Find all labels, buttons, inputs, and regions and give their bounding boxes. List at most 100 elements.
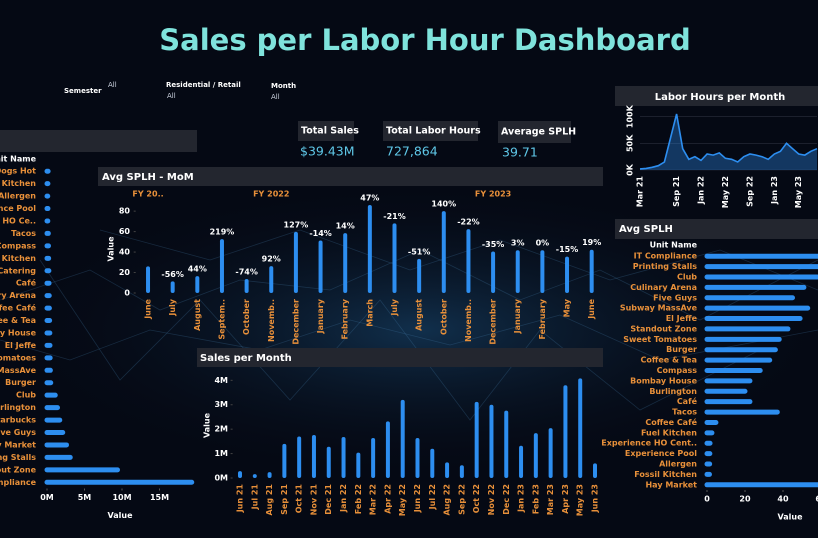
bar xyxy=(44,442,69,448)
x-tick-label: February xyxy=(341,298,350,339)
bar xyxy=(704,419,719,425)
x-tick-label: May 23 xyxy=(576,484,585,516)
y-tick-label: 3M xyxy=(214,400,228,409)
bar xyxy=(282,443,287,478)
group-label: FY 2022 xyxy=(253,190,289,199)
x-tick-label: January xyxy=(513,298,522,334)
y-tick-label: 40 xyxy=(119,248,131,257)
x-tick-label: 60 xyxy=(815,495,818,504)
bar xyxy=(44,367,53,373)
bar xyxy=(367,205,372,293)
x-tick-label: March xyxy=(365,299,374,327)
bar xyxy=(44,392,58,398)
x-tick-label: February xyxy=(538,298,547,339)
filter-value[interactable]: All xyxy=(108,81,117,89)
bar-annotation: 140% xyxy=(431,200,456,209)
bar xyxy=(704,482,818,488)
category-label: Bombay House xyxy=(630,376,697,385)
category-label: Café xyxy=(16,278,37,288)
bar-annotation: -15% xyxy=(556,245,578,254)
bar xyxy=(704,264,818,270)
x-tick-label: 0 xyxy=(704,495,710,504)
bar xyxy=(244,278,249,293)
filter-label[interactable]: Semester xyxy=(64,87,102,95)
x-tick-label: Jun 22 xyxy=(413,484,422,513)
x-axis-title: Value xyxy=(107,511,133,520)
filter-value[interactable]: All xyxy=(167,92,176,100)
x-tick-label: Nov 21 xyxy=(309,484,318,516)
y-tick-label: 4M xyxy=(214,376,228,385)
bar xyxy=(170,281,175,293)
x-tick-label: June xyxy=(587,298,596,319)
bar xyxy=(44,417,63,423)
x-tick-label: Nov 22 xyxy=(487,484,496,515)
category-label: Burlington xyxy=(649,387,697,396)
bar xyxy=(44,255,52,261)
category-label: Fuel Kitchen xyxy=(641,428,697,437)
bar xyxy=(704,368,763,373)
category-label: IT Compliance xyxy=(0,478,37,487)
bar xyxy=(195,276,200,293)
x-tick-label: Jan 22 xyxy=(697,176,706,205)
category-label: Experience Pool xyxy=(625,449,697,458)
bar xyxy=(44,230,51,236)
category-label: Coffee & Tea xyxy=(0,316,36,325)
x-tick-label: Jun 21 xyxy=(235,484,244,514)
bar xyxy=(565,256,570,293)
bar xyxy=(548,428,553,478)
bar xyxy=(704,471,712,477)
filter-label[interactable]: Residential / Retail xyxy=(166,81,241,89)
filter-label[interactable]: Month xyxy=(271,82,296,90)
bar xyxy=(704,284,807,290)
x-tick-label: December xyxy=(489,299,498,345)
bar xyxy=(44,454,73,460)
bar xyxy=(44,168,51,174)
bar xyxy=(297,436,302,478)
bar xyxy=(318,240,323,293)
bar-annotation: 14% xyxy=(336,222,355,231)
filter-value[interactable]: All xyxy=(271,93,280,101)
bar xyxy=(704,316,803,322)
x-tick-label: 40 xyxy=(777,495,789,504)
bar xyxy=(44,181,51,187)
bar xyxy=(44,280,52,286)
bar xyxy=(343,233,348,293)
line xyxy=(639,113,818,170)
kpi-label: Total Sales xyxy=(301,126,359,137)
category-label: Club xyxy=(16,391,36,400)
bar xyxy=(704,430,715,436)
x-tick-label: Feb 22 xyxy=(354,484,363,514)
bar-annotation: 92% xyxy=(262,255,281,264)
panel-title: Sales per Month xyxy=(200,353,292,364)
x-tick-label: Jan 23 xyxy=(770,176,779,205)
bar xyxy=(704,305,811,311)
x-tick-label: Novemb.. xyxy=(267,299,276,342)
bar xyxy=(540,250,545,293)
category-label: Printing Stalls xyxy=(633,262,697,271)
dashboard-title: Sales per Labor Hour Dashboard xyxy=(159,23,690,57)
y-axis-title: Unit Name xyxy=(650,241,698,250)
bar xyxy=(430,448,435,478)
category-label: Culinary Arena xyxy=(0,291,36,300)
category-label: Burger xyxy=(666,345,697,354)
category-label: Allergen xyxy=(0,192,36,201)
bar xyxy=(326,446,331,478)
bar-annotation: -56% xyxy=(161,270,183,279)
x-tick-label: Jul 22 xyxy=(428,484,437,510)
bar xyxy=(704,357,773,363)
x-tick-label: 5M xyxy=(78,493,92,502)
bar xyxy=(44,405,60,411)
bar xyxy=(489,404,494,478)
category-label: Sweet Tomatoes xyxy=(623,335,697,344)
bar-annotation: 19% xyxy=(582,238,601,247)
x-tick-label: 0M xyxy=(40,493,54,502)
x-tick-label: Novemb.. xyxy=(464,299,473,342)
bar xyxy=(441,211,446,293)
x-tick-label: 15M xyxy=(150,493,169,502)
kpi-box xyxy=(298,121,354,141)
bar xyxy=(44,430,66,436)
bar xyxy=(704,253,818,259)
bar xyxy=(704,347,778,353)
category-label: Fuel Kitchen xyxy=(0,254,36,263)
